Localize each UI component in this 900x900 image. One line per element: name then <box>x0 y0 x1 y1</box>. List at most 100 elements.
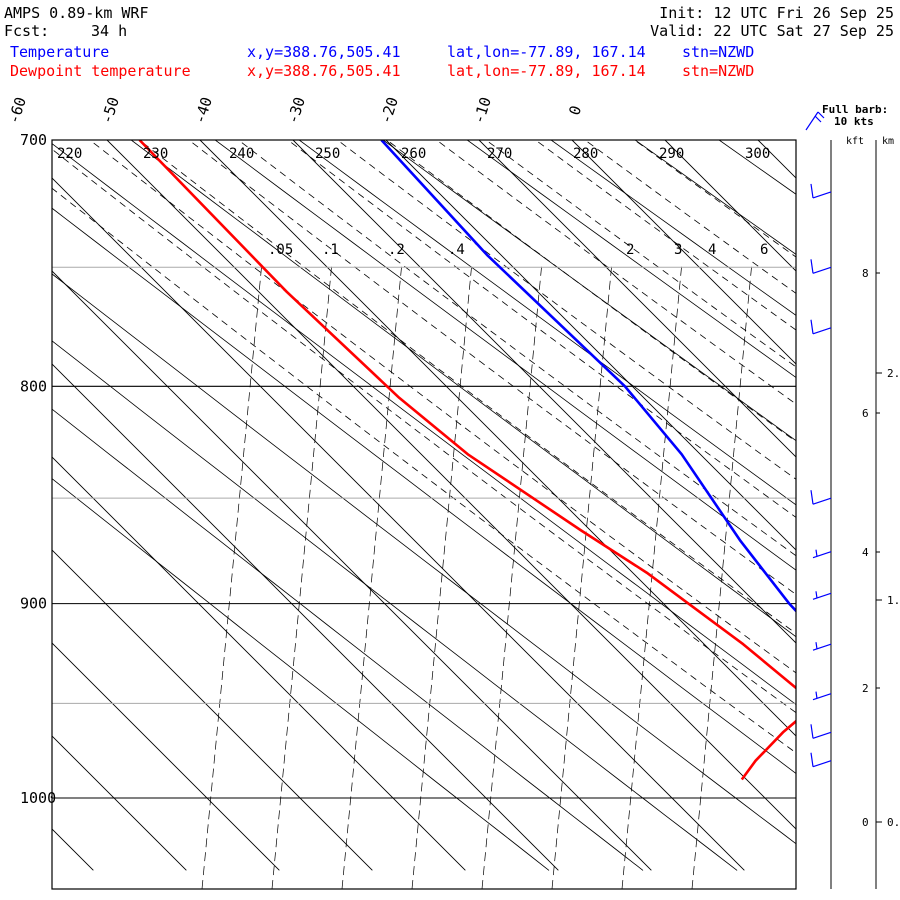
wind-barb <box>810 724 832 739</box>
moist-adiabat-line <box>89 140 796 674</box>
km-tick-label: 0. <box>887 816 900 829</box>
wind-barb <box>810 183 832 199</box>
pressure-tick-label: 700 <box>20 131 47 149</box>
theta-label: 240 <box>229 146 254 162</box>
dry-adiabat-line <box>52 408 644 871</box>
dry-adiabat-line <box>52 478 550 871</box>
moist-adiabat-line <box>237 140 796 557</box>
temperature-latlon: lat,lon=-77.89, 167.14 <box>447 43 646 61</box>
isotherm-line <box>52 363 559 871</box>
wind-barb <box>810 259 832 274</box>
moist-adiabat-line <box>485 140 796 368</box>
theta-label: 220 <box>57 146 82 162</box>
isotherm-line <box>52 735 187 871</box>
isotherm-tick-label: -40 <box>190 95 215 126</box>
dewpoint-profile-line <box>138 140 796 781</box>
mixing-ratio-label: 4 <box>708 242 716 258</box>
isotherm-line <box>52 642 280 871</box>
moist-adiabat-line <box>633 140 796 258</box>
moist-adiabat-line <box>52 187 796 754</box>
isotherm-line <box>664 140 796 272</box>
plot-frame <box>51 139 797 890</box>
dry-adiabat-line <box>298 140 796 506</box>
dewpoint-xy: x,y=388.76,505.41 <box>247 62 401 80</box>
dry-adiabat-line <box>52 273 796 845</box>
dry-adiabat-line <box>550 140 796 316</box>
dry-adiabat-line <box>718 140 796 195</box>
wind-barb <box>812 642 832 651</box>
dry-adiabat-line <box>466 140 796 378</box>
isotherm-tick-label: -60 <box>4 95 29 126</box>
km-tick-label: 2. <box>887 367 900 380</box>
dry-adiabat-line <box>765 114 900 871</box>
isotherm-line <box>52 549 373 871</box>
theta-label: 270 <box>487 146 512 162</box>
wind-barb <box>812 549 832 559</box>
temperature-profile-line <box>380 140 796 613</box>
pressure-tick-label: 800 <box>20 377 47 395</box>
mixing-ratio-label: .1 <box>322 242 339 258</box>
wind-barb <box>810 752 832 768</box>
valid-time: Valid: 22 UTC Sat 27 Sep 25 <box>650 22 894 40</box>
km-label: km <box>882 136 894 147</box>
temperature-legend: Temperature <box>10 43 110 61</box>
moist-adiabat-line <box>188 140 796 595</box>
moist-adiabat-line <box>52 148 796 714</box>
kft-tick-label: 4 <box>862 546 869 559</box>
barb-legend-line2: 10 kts <box>834 115 874 128</box>
barb-legend-icon <box>805 111 825 131</box>
wind-barb <box>812 691 832 701</box>
mixing-ratio-label: .2 <box>388 242 405 258</box>
isotherm-line <box>52 177 745 871</box>
mixing-ratio-label: .05 <box>268 242 293 258</box>
isotherm-line <box>52 456 466 871</box>
kft-tick-label: 0 <box>862 816 869 829</box>
isotherm-line <box>52 270 652 871</box>
theta-label: 260 <box>401 146 426 162</box>
wind-barb <box>812 591 832 600</box>
mixing-ratio-line <box>551 261 613 889</box>
isotherm-tick-label: -30 <box>283 95 308 126</box>
dry-adiabat-line <box>52 143 796 705</box>
pressure-tick-label: 900 <box>20 595 47 613</box>
isotherm-tick-label: 0 <box>565 103 585 117</box>
init-time: Init: 12 UTC Fri 26 Sep 25 <box>659 4 894 22</box>
dry-adiabat-line <box>130 140 796 638</box>
kft-tick-label: 8 <box>862 267 869 280</box>
kft-tick-label: 6 <box>862 407 869 420</box>
isotherm-tick-label: -50 <box>97 95 122 126</box>
mixing-ratio-label: .4 <box>448 242 465 258</box>
temperature-station: stn=NZWD <box>682 43 755 61</box>
forecast-hours: 34 h <box>91 22 128 40</box>
dry-adiabat-line <box>52 207 796 774</box>
theta-label: 290 <box>659 146 684 162</box>
moist-adiabat-line <box>435 140 796 405</box>
moist-adiabat-line <box>534 140 796 331</box>
mixing-ratio-line <box>341 261 403 889</box>
model-title: AMPS 0.89-km WRF <box>4 4 149 22</box>
dewpoint-latlon: lat,lon=-77.89, 167.14 <box>447 62 646 80</box>
isotherm-tick-label: -10 <box>469 95 494 126</box>
mixing-ratio-line <box>411 261 473 889</box>
mixing-ratio-label: 6 <box>760 242 768 258</box>
wind-barb <box>810 319 832 335</box>
kft-tick-label: 2 <box>862 682 869 695</box>
moist-adiabat-line <box>138 140 796 634</box>
kft-label: kft <box>846 136 864 147</box>
isotherm-line <box>385 140 796 551</box>
moist-adiabat-line <box>386 140 796 443</box>
barb-legend-line1: Full barb: <box>822 103 888 116</box>
isotherm-line <box>478 140 796 458</box>
mixing-ratio-line <box>691 261 753 889</box>
theta-label: 300 <box>745 146 770 162</box>
km-tick-label: 1. <box>887 594 900 607</box>
isotherm-line <box>106 140 796 830</box>
isotherm-line <box>571 140 796 365</box>
mixing-ratio-label: 2 <box>626 242 634 258</box>
pressure-tick-label: 1000 <box>20 789 56 807</box>
mixing-ratio-line <box>481 261 543 889</box>
dry-adiabat-line <box>382 140 796 442</box>
theta-label: 230 <box>143 146 168 162</box>
isotherm-line <box>199 140 796 737</box>
